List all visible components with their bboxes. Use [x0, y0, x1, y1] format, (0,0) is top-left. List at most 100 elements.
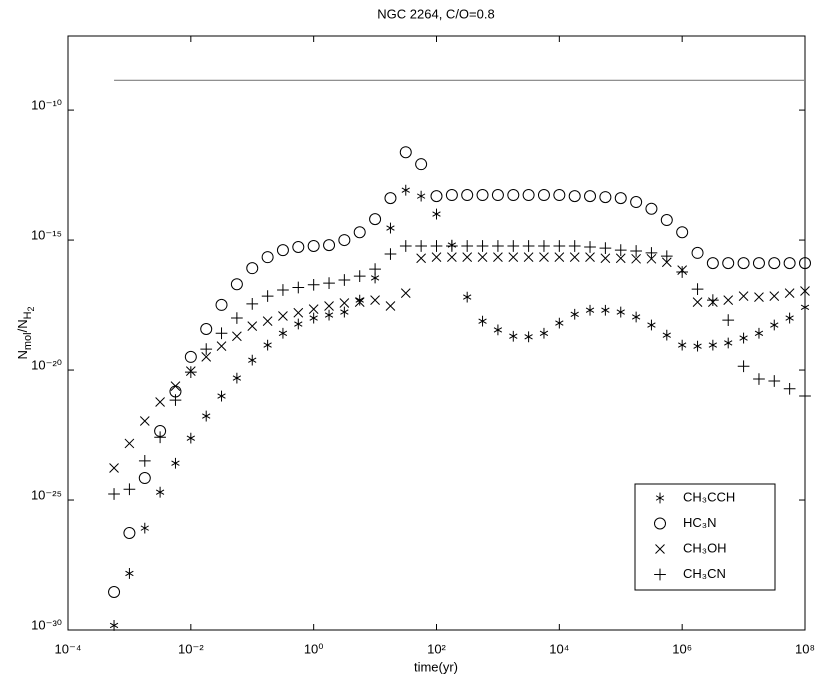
y-tick-label: 10⁻²⁵ [31, 487, 62, 502]
marker-circle [522, 189, 535, 202]
marker-circle [507, 189, 520, 202]
marker-circle [415, 158, 428, 171]
marker-circle [799, 257, 811, 270]
marker-cross [554, 252, 565, 263]
marker-asterisk [171, 457, 180, 469]
marker-cross [523, 252, 534, 263]
marker-plus [476, 240, 489, 252]
marker-plus [353, 270, 366, 282]
marker-cross [293, 307, 304, 318]
marker-circle [246, 262, 259, 275]
marker-cross [324, 301, 334, 311]
marker-asterisk [585, 304, 595, 316]
legend-label: CH₃CN [683, 566, 726, 581]
marker-cross [493, 252, 503, 263]
marker-plus [246, 298, 259, 310]
marker-plus [553, 240, 566, 252]
marker-cross [354, 297, 365, 307]
marker-circle [461, 189, 474, 202]
marker-circle [200, 322, 213, 335]
marker-asterisk [785, 312, 794, 324]
y-axis-label-part: N [15, 350, 30, 359]
marker-circle [599, 191, 612, 204]
marker-cross [784, 288, 795, 298]
marker-plus [200, 343, 213, 355]
marker-circle [660, 214, 673, 227]
marker-asterisk [340, 306, 349, 318]
marker-plus [676, 266, 689, 278]
marker-cross [109, 463, 119, 473]
x-tick-label: 10⁻⁴ [55, 641, 82, 656]
marker-circle [138, 472, 151, 485]
x-tick-label: 10² [427, 641, 446, 656]
marker-plus [645, 247, 658, 259]
y-tick-label: 10⁻²⁰ [31, 357, 62, 372]
marker-plus [568, 240, 581, 252]
marker-circle [399, 146, 412, 159]
marker-circle [722, 257, 735, 270]
marker-cross [477, 252, 488, 263]
marker-circle [676, 226, 689, 239]
marker-cross [370, 295, 380, 305]
marker-plus [369, 263, 381, 276]
marker-circle [783, 257, 796, 270]
marker-asterisk [693, 340, 702, 352]
marker-plus [538, 240, 550, 252]
marker-cross [247, 321, 258, 331]
marker-circle [737, 257, 750, 270]
x-tick-label: 10⁻² [178, 641, 204, 656]
marker-cross [646, 253, 657, 264]
marker-cross [631, 253, 641, 264]
marker-plus [384, 248, 397, 260]
marker-plus [307, 278, 320, 291]
marker-asterisk [493, 324, 503, 336]
marker-circle [768, 257, 781, 270]
marker-plus [614, 244, 627, 256]
marker-plus [277, 284, 289, 296]
marker-plus [783, 382, 796, 395]
marker-plus [399, 240, 412, 252]
marker-cross [201, 352, 212, 362]
marker-circle [369, 213, 382, 226]
marker-asterisk [109, 620, 119, 631]
legend-label: HC₃N [683, 515, 716, 530]
marker-cross [155, 397, 165, 407]
marker-plus [630, 245, 642, 257]
marker-cross [400, 288, 411, 298]
x-tick-label: 10⁶ [672, 641, 692, 656]
marker-cross [723, 295, 734, 305]
marker-asterisk [202, 410, 211, 422]
marker-plus [507, 240, 520, 252]
marker-cross [262, 316, 273, 327]
marker-asterisk [647, 319, 656, 331]
marker-cross [385, 301, 396, 311]
marker-cross [661, 257, 672, 268]
marker-plus [169, 394, 182, 406]
marker-asterisk [555, 317, 564, 329]
marker-cross [655, 544, 665, 554]
marker-circle [323, 239, 336, 252]
marker-asterisk [800, 301, 810, 313]
marker-asterisk [232, 372, 242, 384]
marker-circle [430, 190, 443, 203]
marker-cross [769, 291, 780, 301]
marker-asterisk [432, 208, 441, 220]
y-tick-label: 10⁻¹⁵ [31, 228, 62, 243]
y-axis-label-part: /N [15, 319, 30, 332]
marker-cross [508, 252, 519, 263]
marker-cross [615, 253, 626, 264]
marker-circle [584, 190, 597, 203]
marker-asterisk [724, 337, 733, 349]
marker-asterisk [478, 315, 487, 327]
legend-label: CH₃CCH [683, 489, 735, 504]
marker-cross [539, 252, 549, 263]
marker-plus [768, 375, 781, 387]
marker-asterisk [324, 309, 334, 321]
marker-plus [707, 294, 719, 306]
marker-circle [276, 244, 289, 257]
marker-cross [738, 291, 749, 301]
marker-circle [292, 241, 305, 254]
marker-plus [584, 241, 596, 253]
marker-plus [722, 314, 735, 327]
